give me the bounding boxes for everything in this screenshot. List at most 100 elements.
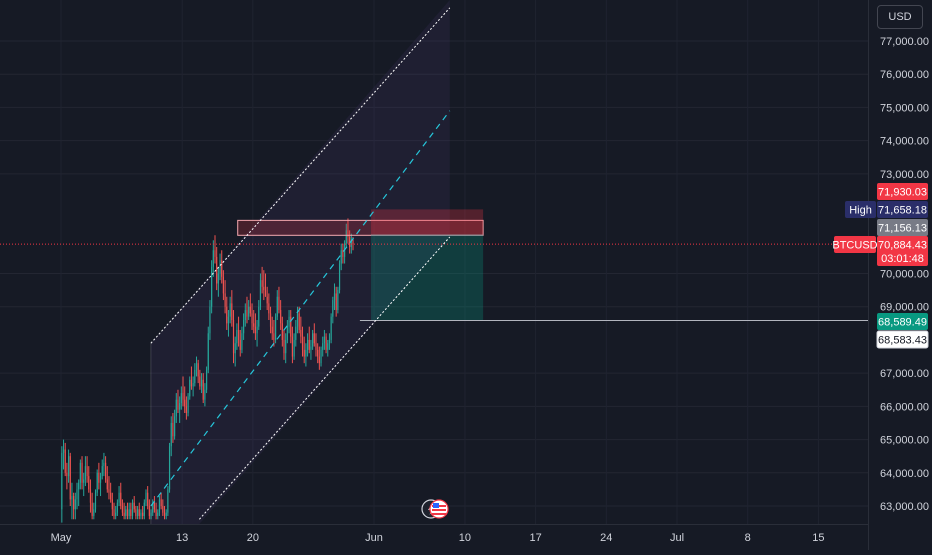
- candle-body: [177, 399, 179, 410]
- candle-body: [253, 323, 255, 327]
- candle-body: [158, 499, 161, 513]
- events-icons[interactable]: [421, 499, 449, 519]
- candle-body: [345, 230, 347, 244]
- candle-body: [261, 280, 263, 287]
- y-tick-label: 76,000.00: [880, 69, 929, 81]
- candle-body: [322, 343, 324, 350]
- candle-body: [133, 502, 135, 510]
- candle-body: [138, 509, 140, 516]
- high-price-tag: [877, 201, 928, 218]
- candle-body: [192, 383, 194, 387]
- candle-body: [216, 256, 218, 284]
- candle-body: [86, 466, 88, 477]
- candle-body: [79, 462, 81, 483]
- candle-body: [91, 502, 93, 516]
- x-tick-label: May: [51, 532, 72, 544]
- candle-body: [214, 250, 216, 257]
- candle-body: [98, 472, 100, 483]
- high-price-text: 71,658.18: [878, 205, 927, 217]
- resistance-zone[interactable]: [237, 219, 484, 236]
- candle-body: [308, 339, 310, 350]
- candle-body: [268, 303, 270, 314]
- candle-body: [303, 349, 305, 357]
- candle-body: [211, 266, 213, 307]
- candle-body: [280, 310, 282, 324]
- candle-body: [200, 379, 203, 387]
- y-tick-label: 67,000.00: [880, 368, 929, 380]
- candle-body: [96, 472, 98, 493]
- candle-body: [189, 379, 191, 397]
- candle-body: [168, 446, 171, 490]
- candle-body: [125, 509, 127, 516]
- candle-body: [313, 333, 315, 344]
- candle-body: [174, 416, 176, 437]
- candle-body: [254, 326, 256, 334]
- candle-body: [61, 452, 63, 510]
- candle-body: [110, 492, 112, 500]
- candle-body: [179, 403, 181, 410]
- candle-body: [185, 406, 187, 413]
- candle-body: [333, 293, 336, 301]
- candle-body: [182, 393, 184, 400]
- flag-canton: [433, 503, 439, 508]
- candle-body: [317, 349, 319, 357]
- candle-body: [180, 393, 182, 404]
- candle-body: [147, 492, 149, 506]
- candle-body: [170, 422, 172, 447]
- candle-body: [167, 489, 169, 513]
- candle-body: [290, 316, 292, 337]
- position-risk-zone[interactable]: [371, 209, 484, 236]
- channel-upper-line[interactable]: [150, 7, 451, 344]
- candle-body: [229, 303, 231, 317]
- candle-body: [153, 502, 155, 510]
- currency-button[interactable]: USD: [877, 5, 923, 29]
- candle-body: [160, 499, 162, 506]
- channel-lower-line[interactable]: [198, 236, 451, 520]
- candle-body: [320, 349, 322, 364]
- candle-body: [232, 320, 235, 354]
- candle-body: [318, 356, 320, 364]
- candle-body: [315, 343, 317, 350]
- candle-body: [115, 512, 117, 516]
- candle-body: [136, 509, 139, 516]
- candle-body: [305, 349, 307, 357]
- candle-body: [328, 339, 331, 344]
- candle-body: [236, 329, 238, 344]
- flag-stripe-3: [432, 513, 446, 515]
- target-price-tag: [877, 183, 928, 200]
- channel-mid-line[interactable]: [150, 110, 451, 507]
- candle-body: [106, 479, 108, 490]
- candle-body: [227, 316, 230, 324]
- candle-body: [113, 509, 115, 516]
- candle-body: [263, 286, 265, 291]
- candle-body: [162, 506, 164, 513]
- candle-body: [275, 316, 277, 340]
- candle-body: [157, 512, 159, 516]
- position-reward-zone[interactable]: [371, 235, 484, 321]
- candle-body: [74, 499, 76, 510]
- candles-layer: [61, 218, 354, 523]
- candle-body: [269, 313, 272, 327]
- x-tick-label: 10: [459, 532, 471, 544]
- y-tick-label: 64,000.00: [880, 468, 929, 480]
- candle-body: [121, 506, 124, 513]
- candle-body: [293, 339, 295, 357]
- candle-body: [150, 512, 152, 516]
- candle-body: [291, 336, 294, 357]
- x-tick-label: 8: [745, 532, 751, 544]
- candle-body: [281, 323, 283, 340]
- drawings-layer[interactable]: [0, 7, 868, 524]
- candle-body: [306, 339, 309, 350]
- symbol-tag: [834, 236, 876, 253]
- candle-body: [273, 333, 275, 340]
- channel-fill-layer: [150, 0, 450, 524]
- candle-body: [108, 489, 110, 493]
- x-tick-label: 15: [812, 532, 824, 544]
- candle-body: [222, 276, 225, 294]
- candle-body: [202, 379, 204, 400]
- candle-body: [248, 306, 250, 317]
